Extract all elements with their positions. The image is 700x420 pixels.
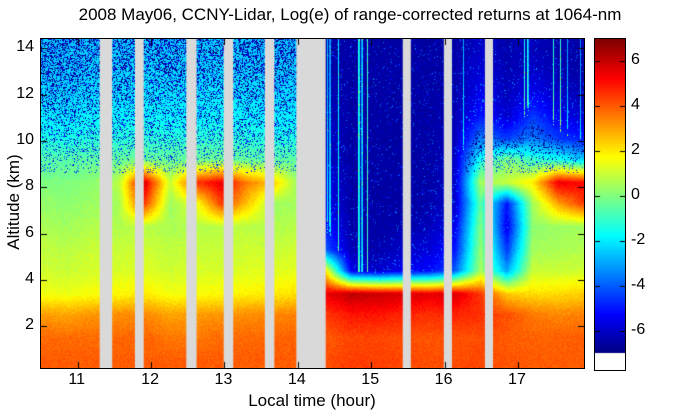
x-tick-label: 12 bbox=[141, 371, 159, 388]
y-tick-label: 2 bbox=[25, 316, 34, 334]
x-tick-label: 15 bbox=[361, 371, 380, 388]
x-tick-label: 11 bbox=[68, 371, 85, 388]
colorbar-tick-label: 2 bbox=[631, 141, 640, 159]
x-tick-label: 17 bbox=[508, 371, 526, 388]
y-tick-label: 10 bbox=[16, 130, 34, 148]
chart-title: 2008 May06, CCNY-Lidar, Log(e) of range-… bbox=[78, 5, 622, 24]
y-tick-label: 6 bbox=[25, 223, 34, 241]
colorbar-canvas bbox=[595, 39, 625, 370]
colorbar bbox=[594, 38, 626, 371]
x-tick-label: 16 bbox=[434, 371, 453, 388]
colorbar-tick-label: 0 bbox=[631, 186, 640, 203]
colorbar-tick-label: 6 bbox=[631, 51, 640, 69]
y-tick-label: 12 bbox=[16, 84, 34, 102]
x-tick-label: 13 bbox=[214, 371, 233, 388]
y-tick-label: 8 bbox=[25, 177, 34, 195]
colorbar-tick-label: -2 bbox=[631, 230, 646, 248]
y-tick-label: 14 bbox=[16, 38, 34, 56]
colorbar-tick-label: -6 bbox=[631, 320, 646, 338]
heatmap-plot bbox=[40, 38, 585, 369]
x-tick-label: 14 bbox=[287, 371, 306, 388]
x-axis-label: Local time (hour) bbox=[248, 391, 376, 410]
y-tick-label: 4 bbox=[25, 269, 34, 287]
colorbar-tick-label: -4 bbox=[631, 275, 646, 293]
colorbar-tick-label: 4 bbox=[631, 96, 640, 114]
heatmap-canvas bbox=[41, 39, 584, 368]
